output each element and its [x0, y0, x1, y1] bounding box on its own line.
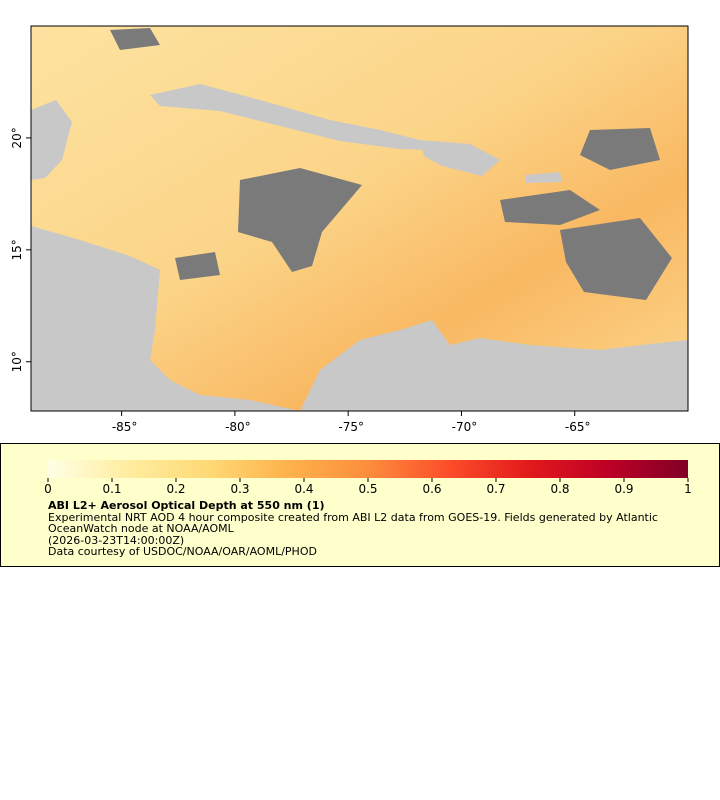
colorbar-tick-label: 0.8 — [550, 482, 569, 496]
map-area — [31, 26, 688, 411]
x-tick-label: -70° — [452, 420, 478, 434]
cloud-gap — [238, 168, 362, 272]
legend-text: ABI L2+ Aerosol Optical Depth at 550 nm … — [48, 500, 688, 558]
colorbar-tick-label: 0.1 — [102, 482, 121, 496]
land — [526, 172, 562, 183]
colorbar-tick-label: 0.5 — [358, 482, 377, 496]
legend-description: Experimental NRT AOD 4 hour composite cr… — [48, 510, 658, 535]
colorbar-tick-label: 0.9 — [614, 482, 633, 496]
colorbar: 0 0.1 0.2 0.3 0.4 0.5 0.6 0.7 0.8 0.9 1 — [44, 460, 692, 496]
land — [420, 140, 500, 176]
y-tick-label: 20° — [10, 127, 24, 148]
colorbar-tick-label: 0.7 — [486, 482, 505, 496]
legend-credit: Data courtesy of USDOC/NOAA/OAR/AOML/PHO… — [48, 545, 317, 558]
colorbar-tick-label: 0.6 — [422, 482, 441, 496]
colorbar-scale — [48, 460, 688, 478]
axes: -85° -80° -75° -70° -65° 10° 15° 20° — [10, 127, 591, 434]
cloud-gap — [580, 128, 660, 170]
colorbar-tick-label: 1 — [684, 482, 692, 496]
x-tick-label: -65° — [565, 420, 591, 434]
legend-time: (2026-03-23T14:00:00Z) — [48, 533, 185, 547]
land — [31, 226, 300, 411]
colorbar-tick-label: 0 — [44, 482, 52, 496]
x-tick-label: -80° — [225, 420, 251, 434]
colorbar-tick-label: 0.2 — [166, 482, 185, 496]
land — [31, 100, 72, 180]
x-tick-label: -75° — [338, 420, 364, 434]
land — [150, 84, 432, 150]
legend-title: ABI L2+ Aerosol Optical Depth at 550 nm … — [48, 499, 325, 512]
cloud-gap — [500, 190, 600, 225]
cloud-gap — [175, 252, 220, 280]
y-tick-label: 15° — [10, 239, 24, 260]
colorbar-tick-label: 0.3 — [230, 482, 249, 496]
x-tick-label: -85° — [112, 420, 138, 434]
colorbar-tick-label: 0.4 — [294, 482, 313, 496]
cloud-gap — [110, 28, 160, 50]
land — [300, 320, 688, 411]
cloud-gap — [560, 218, 672, 300]
y-tick-label: 10° — [10, 351, 24, 372]
map-frame — [30, 25, 689, 412]
